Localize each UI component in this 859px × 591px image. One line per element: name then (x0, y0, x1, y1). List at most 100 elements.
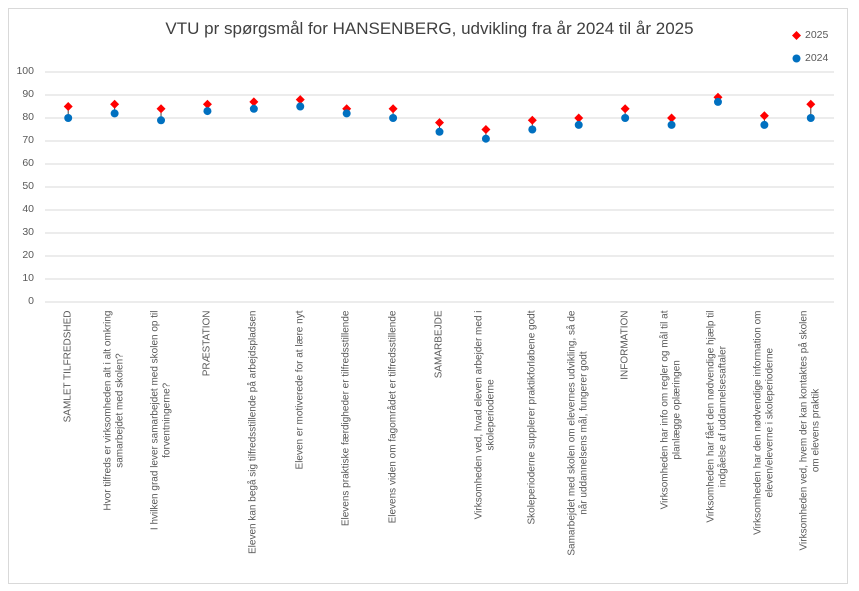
x-tick-label-text: Virksomheden ved, hvad eleven arbejder m… (474, 310, 498, 519)
y-tick-label: 60 (22, 157, 34, 169)
chart-frame (8, 8, 848, 584)
data-point-2025 (806, 99, 816, 109)
data-point-2024 (203, 107, 212, 116)
data-point-2025 (759, 111, 769, 121)
y-tick-label: 70 (22, 134, 34, 146)
legend-item-2024: 2024 (792, 52, 828, 64)
x-tick-label: Virksomheden har fået den nødvendige hjæ… (695, 310, 741, 585)
x-tick-label-text: INFORMATION (619, 310, 631, 379)
x-tick-label-text: Hvor tilfreds er virksomheden alt i alt … (103, 310, 127, 510)
data-point-2025 (481, 125, 491, 134)
data-point-2024 (435, 127, 444, 136)
x-tick-label-text: Virksomheden har den nødvendige informat… (752, 310, 776, 534)
x-tick-label-line: Samarbejdet med skolen om elevernes udvi… (566, 310, 578, 556)
x-tick-label: Virksomheden ved, hvem der kan kontaktes… (788, 310, 834, 585)
x-tick-label-text: Virksomheden har info om regler og mål t… (660, 310, 684, 509)
data-point-2024 (481, 134, 490, 143)
data-point-2024 (296, 102, 305, 111)
x-tick-label-line: Skoleperioderne supplerer praktikforløbe… (526, 310, 538, 525)
data-point-2025 (388, 104, 398, 114)
y-tick-label: 10 (22, 272, 34, 284)
x-tick-label-line: indgåelse af uddannelsesaftaler (717, 345, 729, 487)
data-point-2025 (249, 97, 259, 107)
x-tick-label-text: SAMARBEJDE (434, 310, 446, 378)
x-tick-label: Hvor tilfreds er virksomheden alt i alt … (92, 310, 138, 585)
x-tick-label-line: Eleven kan begå sig tilfredsstillende på… (247, 310, 259, 554)
data-point-2024 (157, 116, 166, 125)
data-point-2025 (620, 104, 630, 114)
x-tick-label: Eleven er motiverede for at lære nyt (277, 310, 323, 585)
y-tick-label: 50 (22, 180, 34, 192)
y-tick-label: 0 (28, 295, 34, 307)
data-point-2025 (527, 115, 537, 125)
x-tick-label-line: planlægge oplæringen (671, 359, 683, 460)
x-tick-label-line: Virksomheden ved, hvad eleven arbejder m… (473, 310, 485, 519)
x-tick-label-text: Eleven kan begå sig tilfredsstillende på… (248, 310, 260, 554)
y-tick-label: 90 (22, 88, 34, 100)
x-tick-label-line: når uddannelsens mål, fungerer godt (578, 350, 590, 515)
y-tick-label: 80 (22, 111, 34, 123)
x-tick-label: I hvilken grad lever samarbejdet med sko… (138, 310, 184, 585)
x-tick-label-line: Elevens viden om fagområdet er tilfredss… (387, 310, 399, 523)
x-tick-label-line: forventningerne? (161, 382, 173, 458)
x-tick-label-line: Virksomheden har den nødvendige informat… (752, 310, 764, 535)
x-tick-label-line: SAMLET TILFREDSHED (62, 310, 74, 422)
data-point-2025 (156, 104, 166, 114)
data-point-2024 (760, 120, 769, 129)
x-tick-label-text: Virksomheden ved, hvem der kan kontaktes… (799, 310, 823, 550)
x-tick-label-line: om elevens praktik (810, 388, 822, 472)
data-point-2024 (621, 114, 630, 122)
y-tick-label: 40 (22, 203, 34, 215)
x-tick-label: SAMARBEJDE (417, 310, 463, 585)
y-tick-label: 20 (22, 249, 34, 261)
circle-marker-icon (792, 54, 801, 62)
data-point-2024 (389, 114, 398, 122)
x-tick-label-line: samarbejdet med skolen? (114, 352, 126, 468)
x-tick-label-line: Eleven er motiverede for at lære nyt (294, 310, 306, 469)
data-point-2025 (435, 118, 444, 128)
data-point-2024 (64, 114, 73, 122)
x-tick-label: PRÆSTATION (184, 310, 230, 585)
diamond-marker-icon (792, 30, 801, 40)
x-tick-label-line: SAMARBEJDE (433, 310, 445, 378)
legend-label: 2024 (805, 52, 829, 64)
x-tick-label: Virksomheden har info om regler og mål t… (649, 310, 695, 585)
y-tick-label: 30 (22, 226, 34, 238)
data-point-2024 (110, 109, 119, 118)
x-tick-label: Virksomheden har den nødvendige informat… (741, 310, 787, 585)
data-point-2025 (295, 95, 305, 105)
x-tick-label: SAMLET TILFREDSHED (45, 310, 91, 585)
data-point-2024 (713, 97, 722, 106)
data-point-2025 (574, 113, 584, 123)
x-tick-label: Skoleperioderne supplerer praktikforløbe… (509, 310, 555, 585)
chart-title: VTU pr spørgsmål for HANSENBERG, udvikli… (165, 19, 694, 38)
y-tick-label: 100 (16, 65, 34, 77)
legend-item-2025: 2025 (792, 29, 828, 41)
data-point-2024 (249, 104, 258, 113)
x-tick-label: Elevens praktiske færdigheder er tilfred… (324, 310, 370, 585)
x-tick-label: Samarbejdet med skolen om elevernes udvi… (556, 310, 602, 585)
x-tick-label-line: INFORMATION (619, 310, 631, 380)
data-point-2024 (342, 109, 351, 118)
x-tick-label-line: Virksomheden ved, hvem der kan kontaktes… (798, 310, 810, 550)
x-tick-label-text: PRÆSTATION (201, 310, 213, 376)
x-tick-label-line: I hvilken grad lever samarbejdet med sko… (149, 310, 161, 530)
x-tick-label-line: Elevens praktiske færdigheder er tilfred… (340, 310, 352, 526)
x-tick-label: INFORMATION (602, 310, 648, 585)
x-tick-label-text: SAMLET TILFREDSHED (62, 310, 74, 422)
data-point-2025 (667, 113, 677, 123)
x-tick-label-text: Samarbejdet med skolen om elevernes udvi… (567, 310, 591, 555)
x-tick-label: Virksomheden ved, hvad eleven arbejder m… (463, 310, 509, 585)
x-tick-label-text: Eleven er motiverede for at lære nyt (294, 310, 306, 469)
legend-label: 2025 (805, 29, 829, 41)
x-tick-label-text: Skoleperioderne supplerer praktikforløbe… (526, 310, 538, 524)
x-tick-label-text: Elevens praktiske færdigheder er tilfred… (341, 310, 353, 526)
x-tick-label: Elevens viden om fagområdet er tilfredss… (370, 310, 416, 585)
x-tick-label-text: I hvilken grad lever samarbejdet med sko… (149, 310, 173, 530)
x-tick-label-line: skoleperioderne (485, 378, 497, 450)
x-tick-label-text: Virksomheden har fået den nødvendige hjæ… (706, 310, 730, 522)
data-point-2025 (63, 102, 73, 111)
x-tick-label: Eleven kan begå sig tilfredsstillende på… (231, 310, 277, 585)
data-point-2024 (528, 125, 537, 134)
data-point-2025 (202, 99, 212, 109)
